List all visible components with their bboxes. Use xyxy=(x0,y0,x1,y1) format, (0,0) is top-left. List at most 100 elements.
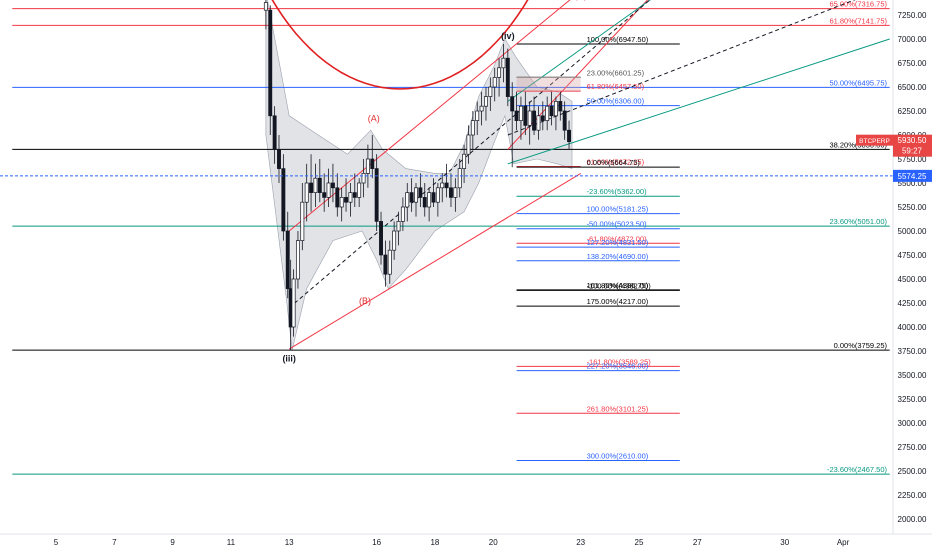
candle-body xyxy=(488,86,493,97)
candle xyxy=(396,211,401,246)
candle-body xyxy=(326,182,331,198)
fib-label: 100.00%(6947.50) xyxy=(587,35,649,44)
time-axis[interactable]: 5 7 9 11 13 16 18 20 23 25 27 30 Apr xyxy=(0,533,932,547)
candle-body xyxy=(540,115,545,121)
candle-body xyxy=(527,110,532,126)
candle xyxy=(484,87,488,121)
candle-body xyxy=(558,101,563,112)
candle xyxy=(422,183,427,217)
candle-body xyxy=(263,2,268,11)
x-tick-label: 23 xyxy=(576,538,585,547)
candle-body xyxy=(383,254,388,275)
price-tags: BTCPERP 5930.50 59:27 5574.25 xyxy=(856,134,932,182)
x-tick-label: Apr xyxy=(837,538,850,547)
candle xyxy=(462,144,467,183)
candle xyxy=(466,125,471,164)
y-tick-label: 3500.00 xyxy=(898,371,927,380)
candle xyxy=(374,154,379,231)
candle xyxy=(313,163,318,207)
candle-body xyxy=(300,201,305,241)
fib-label: 227.20%(3546.00) xyxy=(587,362,649,371)
wave-label: (iv) xyxy=(501,31,515,41)
fib-label: -161.80%(3589.25) xyxy=(587,357,652,366)
candle-body xyxy=(497,67,502,78)
candle xyxy=(510,82,515,168)
candle xyxy=(518,96,523,140)
x-tick-label: 25 xyxy=(635,538,644,547)
candle-body xyxy=(361,173,366,184)
candle-body xyxy=(449,187,453,198)
candle xyxy=(523,91,528,135)
fib-label: 161.80%(4386.75) xyxy=(587,281,649,290)
candle-body xyxy=(295,240,300,280)
candle xyxy=(322,173,327,212)
wave-label: (C) xyxy=(574,0,587,1)
countdown-tag: 59:27 xyxy=(902,147,923,156)
candle xyxy=(488,77,493,111)
channel-black-dashed-1 xyxy=(288,0,651,309)
candle-body xyxy=(523,105,528,126)
candle-body xyxy=(518,105,523,121)
channel-red-lower xyxy=(288,172,581,350)
candle xyxy=(383,240,388,287)
wave-label: (iii) xyxy=(282,354,296,364)
candle-body xyxy=(374,168,379,222)
x-tick-label: 9 xyxy=(170,538,175,547)
candle xyxy=(379,211,383,265)
x-tick-label: 20 xyxy=(489,538,498,547)
candle xyxy=(479,91,484,126)
candle xyxy=(457,159,462,198)
candle-body xyxy=(418,187,423,198)
candle xyxy=(527,101,532,145)
candle xyxy=(427,187,432,222)
price-axis[interactable]: 2000.00 2250.00 2500.00 2750.00 3000.00 3250.… xyxy=(892,0,927,534)
candle-body xyxy=(431,192,436,203)
candle-body xyxy=(462,153,467,169)
candle-body xyxy=(268,9,273,117)
candle-body xyxy=(387,249,392,275)
candle-body xyxy=(422,197,427,208)
volatility-bands xyxy=(265,0,573,351)
price-tag: 5930.50 xyxy=(898,136,927,145)
x-tick-label: 11 xyxy=(227,538,236,547)
candle xyxy=(418,173,423,207)
candle xyxy=(405,183,410,222)
candle-body xyxy=(309,182,314,193)
candle-body xyxy=(440,182,445,189)
candle xyxy=(335,173,340,217)
candle xyxy=(291,269,296,337)
sell-zone xyxy=(516,77,581,92)
candle xyxy=(414,183,418,217)
candle xyxy=(295,231,300,289)
candle xyxy=(532,96,537,135)
candle-body xyxy=(514,110,519,121)
candle-body xyxy=(370,158,375,169)
y-tick-label: 5000.00 xyxy=(898,227,927,236)
candle-body xyxy=(484,96,488,107)
candle-body xyxy=(357,182,362,198)
candle-body xyxy=(475,110,480,121)
candle-body xyxy=(313,177,318,193)
y-tick-label: 4250.00 xyxy=(898,299,927,308)
candle-body xyxy=(457,168,462,189)
wave-label: (A) xyxy=(368,114,380,124)
candle-body xyxy=(400,206,405,222)
symbol-tag: BTCPERP xyxy=(859,138,890,145)
crosshair-tag-bg xyxy=(893,169,932,182)
channel-green-lower xyxy=(507,38,890,165)
fib-label: -61.80%(4872.00) xyxy=(587,234,648,243)
candle-body xyxy=(553,101,558,117)
candle xyxy=(562,101,567,140)
candle-body xyxy=(549,105,554,117)
candle xyxy=(339,187,344,222)
candle xyxy=(475,101,480,135)
fib-label: 300.00%(2610.00) xyxy=(587,451,649,460)
candle xyxy=(545,96,550,131)
x-tick-label: 7 xyxy=(112,538,117,547)
candle-body xyxy=(536,115,541,131)
price-tag-bg xyxy=(893,134,932,157)
candle-body xyxy=(470,120,475,136)
candle-body xyxy=(339,197,344,208)
